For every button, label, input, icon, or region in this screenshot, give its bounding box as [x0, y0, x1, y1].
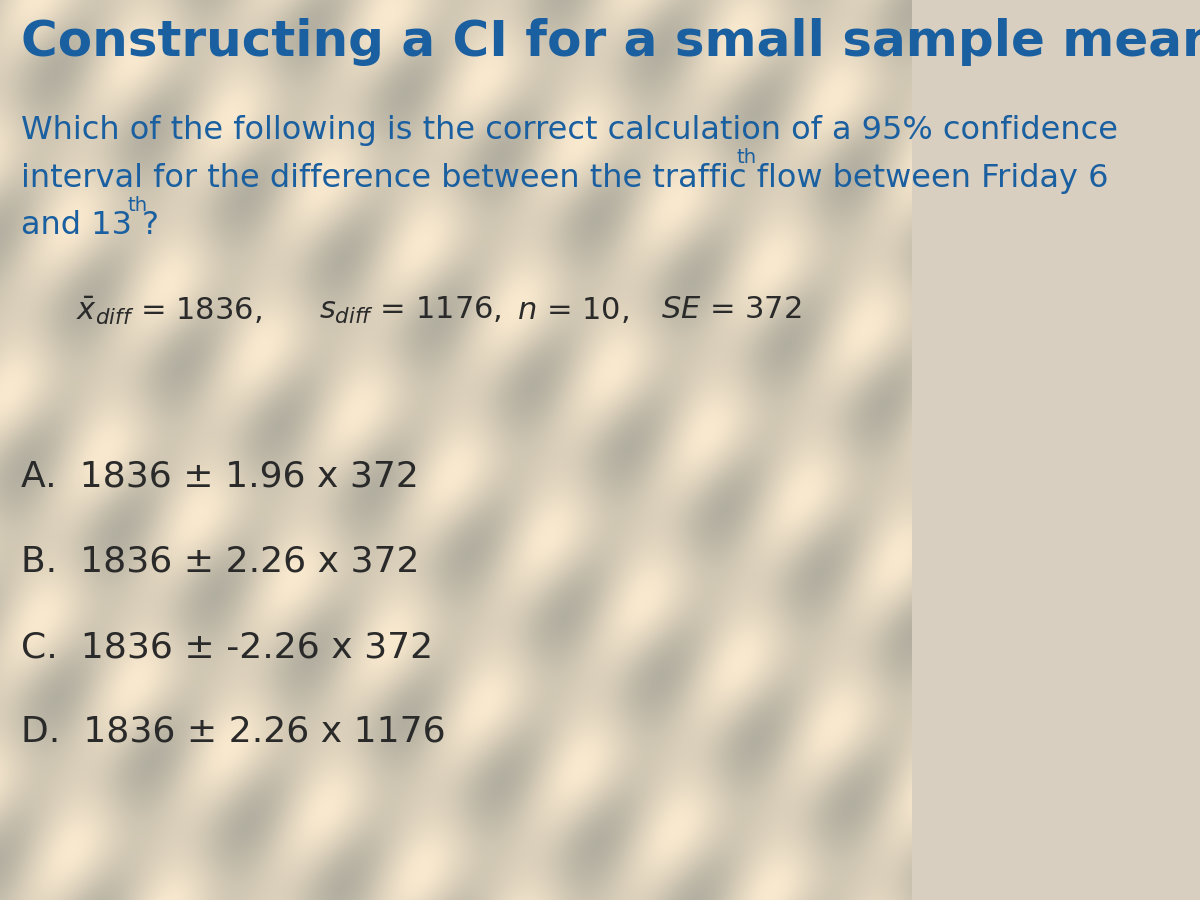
Text: th: th [737, 148, 757, 167]
Text: D.  1836 ± 2.26 x 1176: D. 1836 ± 2.26 x 1176 [22, 715, 446, 749]
Text: B.  1836 ± 2.26 x 372: B. 1836 ± 2.26 x 372 [22, 545, 420, 579]
Text: $n$ = 10,: $n$ = 10, [517, 295, 629, 325]
Text: $SE$ = 372: $SE$ = 372 [661, 295, 802, 324]
Text: ?: ? [142, 210, 158, 241]
Text: th: th [127, 196, 148, 215]
Text: interval for the difference between the traffic flow between Friday 6: interval for the difference between the … [22, 163, 1109, 194]
Text: Which of the following is the correct calculation of a 95% confidence: Which of the following is the correct ca… [22, 115, 1118, 146]
Text: Constructing a CI for a small sample mean: Constructing a CI for a small sample mea… [22, 18, 1200, 66]
Text: $s_{diff}$ = 1176,: $s_{diff}$ = 1176, [319, 295, 502, 326]
Text: A.  1836 ± 1.96 x 372: A. 1836 ± 1.96 x 372 [22, 460, 419, 494]
Text: and 13: and 13 [22, 210, 132, 241]
Text: C.  1836 ± -2.26 x 372: C. 1836 ± -2.26 x 372 [22, 630, 433, 664]
Text: $\bar{x}_{diff}$ = 1836,: $\bar{x}_{diff}$ = 1836, [76, 295, 262, 328]
